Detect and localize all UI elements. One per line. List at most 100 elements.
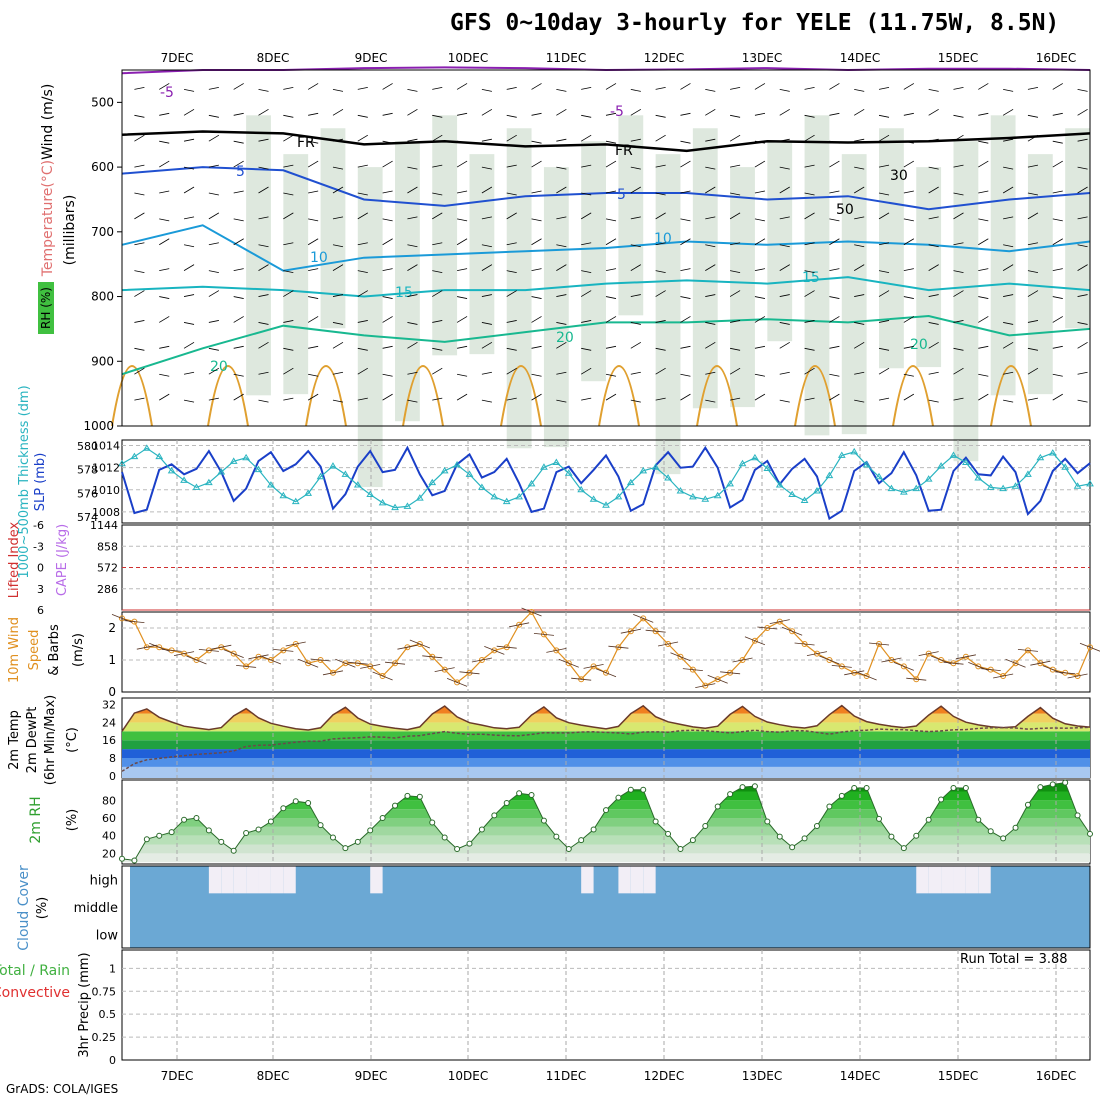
wind-barb xyxy=(283,270,294,274)
wind-barb xyxy=(531,190,542,194)
x-tick-label-bottom: 8DEC xyxy=(257,1069,290,1083)
rh-legend-swatch xyxy=(38,282,54,334)
thickness-marker xyxy=(1048,449,1057,456)
wind-barbs xyxy=(134,83,1088,403)
rh-marker xyxy=(230,847,237,854)
wind-barb xyxy=(878,347,890,351)
precip-legend-conv: Convective xyxy=(0,985,70,1001)
rh-marker xyxy=(876,815,883,822)
wind-barb xyxy=(308,218,319,222)
profile-frame xyxy=(121,69,1091,427)
wind-barb xyxy=(779,264,790,271)
wind-barb xyxy=(953,114,964,118)
wind-barb xyxy=(1052,140,1063,144)
thickness-marker xyxy=(602,501,610,508)
wind-barb xyxy=(208,242,219,246)
wind-barb xyxy=(705,89,716,92)
thickness-marker xyxy=(478,483,486,490)
warm-contour xyxy=(402,365,444,427)
wind-barb xyxy=(1079,642,1100,652)
rh-marker xyxy=(962,784,969,791)
cloud-clear-cell xyxy=(221,866,234,894)
wind-barb xyxy=(754,190,766,194)
cloud-clear-cell xyxy=(643,866,656,894)
wind-barb xyxy=(657,641,679,647)
wind-barb xyxy=(680,268,691,272)
wind-barb xyxy=(332,371,344,375)
y-tick-label: 800 xyxy=(91,290,114,304)
wind-barb xyxy=(332,166,344,170)
wind-barb xyxy=(357,87,368,90)
rh-marker xyxy=(454,845,461,852)
temp-band xyxy=(122,696,1090,705)
wind-barb xyxy=(705,166,716,170)
wind-barb xyxy=(581,270,592,274)
wind-speed-marker xyxy=(938,657,945,663)
wind-barb xyxy=(382,296,393,299)
temp-contour-15 xyxy=(121,276,1091,298)
wind-barb xyxy=(645,629,666,633)
rh-marker xyxy=(218,838,225,845)
wind-barb xyxy=(630,108,642,116)
thickness-marker xyxy=(1036,453,1045,461)
wind-barb xyxy=(357,212,369,220)
wind-barb xyxy=(729,367,741,375)
wind-barb xyxy=(1002,264,1014,271)
wind-barb xyxy=(581,397,592,401)
cloud-frame xyxy=(121,865,1091,949)
rh-marker xyxy=(1062,779,1069,786)
rh-marker xyxy=(888,833,895,840)
precip-tick-label: 0.75 xyxy=(92,985,117,998)
wind-barb xyxy=(605,83,617,90)
wind-barb xyxy=(680,112,691,116)
wind-barb xyxy=(630,216,641,220)
wind-barb xyxy=(978,316,989,323)
thickness-marker xyxy=(540,463,548,470)
wind-barb xyxy=(580,290,592,297)
cloud-yunit: (%) xyxy=(35,897,50,920)
cape-tick-label: 286 xyxy=(97,583,118,596)
wind-barb xyxy=(357,367,369,375)
thickness-marker xyxy=(949,451,958,458)
wind-barb xyxy=(258,216,269,220)
wind-barb xyxy=(432,164,443,168)
thickness-marker xyxy=(899,488,908,495)
rh-band xyxy=(841,154,867,435)
wind-barb xyxy=(556,341,567,349)
wind-barb xyxy=(844,670,865,676)
wind-barb xyxy=(955,654,976,660)
thickness-marker xyxy=(440,466,449,474)
wind-barb xyxy=(804,87,815,90)
thickness-marker xyxy=(353,481,362,488)
wind-barb xyxy=(928,371,939,375)
wind-barb xyxy=(1003,322,1014,325)
wind-barb xyxy=(804,114,815,118)
wind-barb xyxy=(1052,316,1063,323)
precip-frame xyxy=(121,949,1091,1061)
wind-barb xyxy=(705,322,716,325)
wind-barb xyxy=(357,192,368,196)
wind-barb xyxy=(854,294,865,297)
wind-barb xyxy=(1077,89,1088,92)
rh-band xyxy=(730,167,755,408)
wind-barb xyxy=(456,268,468,272)
wind-barb xyxy=(779,216,790,220)
wind-barb xyxy=(903,373,914,377)
wind-barb xyxy=(407,216,418,220)
wind-barb xyxy=(382,238,393,246)
wind-barb xyxy=(456,373,468,377)
wind-barb xyxy=(829,140,840,144)
wind-barb xyxy=(506,212,517,220)
wind-barb xyxy=(208,114,219,118)
thickness-marker xyxy=(527,479,536,487)
wind-barb xyxy=(605,112,617,116)
wind-barb xyxy=(1052,268,1063,272)
wind-barb xyxy=(583,664,604,669)
contour-label: 15 xyxy=(802,270,820,286)
wind-barb xyxy=(705,244,716,248)
wind-barb xyxy=(308,345,319,349)
contour-label: 5 xyxy=(236,164,245,180)
rh-marker xyxy=(565,845,572,852)
wind-barb xyxy=(407,341,418,349)
wind-barb xyxy=(705,371,716,375)
